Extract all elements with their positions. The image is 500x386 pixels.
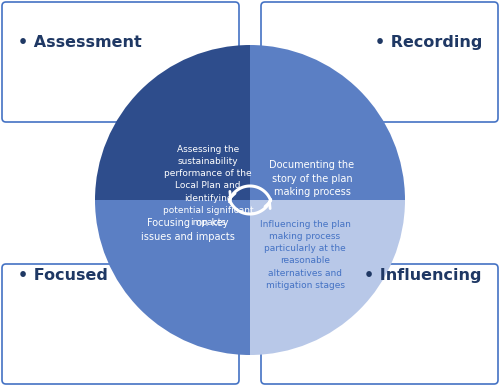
Wedge shape bbox=[250, 200, 405, 355]
Wedge shape bbox=[250, 45, 405, 200]
Text: Assessing the
sustainability
performance of the
Local Plan and
identifying
poten: Assessing the sustainability performance… bbox=[162, 145, 254, 227]
Wedge shape bbox=[95, 200, 250, 355]
FancyBboxPatch shape bbox=[261, 2, 498, 122]
FancyBboxPatch shape bbox=[2, 2, 239, 122]
Text: • Assessment: • Assessment bbox=[18, 35, 142, 50]
Text: • Recording: • Recording bbox=[374, 35, 482, 50]
FancyBboxPatch shape bbox=[2, 264, 239, 384]
Wedge shape bbox=[95, 45, 250, 200]
Text: Influencing the plan
making process
particularly at the
reasonable
alternatives : Influencing the plan making process part… bbox=[260, 220, 350, 290]
Text: • Focused: • Focused bbox=[18, 268, 108, 283]
Text: Focusing  on key
issues and impacts: Focusing on key issues and impacts bbox=[141, 218, 235, 242]
FancyBboxPatch shape bbox=[261, 264, 498, 384]
Text: Documenting the
story of the plan
making process: Documenting the story of the plan making… bbox=[270, 160, 354, 197]
Text: • Influencing: • Influencing bbox=[364, 268, 482, 283]
